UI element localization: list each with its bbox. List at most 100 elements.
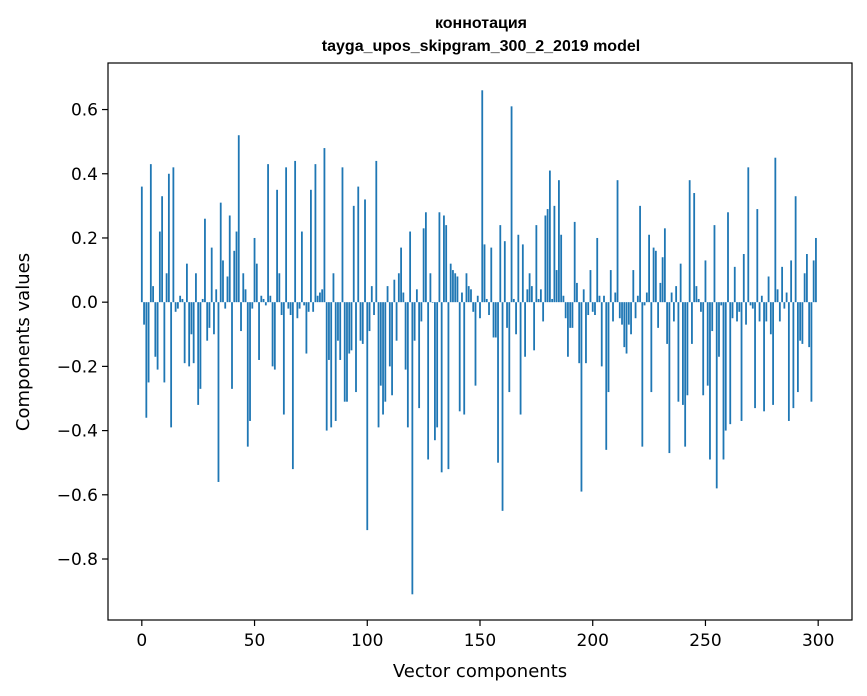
bar-161	[503, 241, 506, 303]
bar-89	[341, 167, 344, 303]
bar-151	[481, 90, 484, 303]
bar-226	[650, 302, 653, 393]
bar-15	[174, 302, 177, 312]
bar-136	[447, 302, 450, 470]
bar-207	[607, 302, 610, 393]
bar-85	[332, 273, 335, 303]
bar-242	[686, 302, 689, 396]
bar-267	[742, 254, 745, 303]
bar-195	[580, 302, 583, 492]
y-tick-label: 0.0	[71, 293, 98, 313]
bar-163	[508, 302, 511, 393]
bar-218	[632, 270, 635, 303]
y-tick-label: 0.6	[71, 101, 98, 121]
bar-146	[470, 289, 472, 303]
bar-117	[404, 302, 407, 370]
bar-255	[715, 302, 718, 489]
bar-137	[449, 263, 452, 303]
bar-11	[165, 273, 168, 303]
bar-142	[461, 292, 463, 303]
bar-80	[321, 289, 324, 303]
bar-27	[201, 298, 204, 303]
bar-115	[400, 247, 402, 303]
bar-192	[573, 221, 576, 303]
bar-103	[373, 302, 375, 316]
bar-61	[278, 273, 281, 303]
bar-43	[237, 135, 240, 303]
bar-220	[636, 295, 639, 303]
bar-114	[397, 273, 400, 303]
bar-73	[305, 302, 308, 354]
bar-107	[382, 302, 384, 415]
bar-200	[591, 302, 594, 312]
bar-111	[391, 302, 393, 396]
bar-113	[395, 302, 398, 341]
bar-56	[267, 164, 269, 303]
bar-128	[429, 273, 432, 303]
x-axis-label: Vector components	[393, 661, 567, 682]
bar-153	[485, 298, 488, 303]
bar-165	[512, 298, 515, 303]
bar-189	[567, 302, 569, 357]
bar-223	[643, 302, 646, 306]
x-tick-label: 150	[464, 631, 496, 651]
bar-90	[343, 302, 346, 402]
x-tick-label: 300	[802, 631, 834, 651]
bar-296	[808, 302, 811, 348]
bar-88	[339, 302, 342, 360]
bar-298	[812, 260, 815, 303]
x-tick-label: 100	[351, 631, 383, 651]
bar-281	[774, 157, 777, 303]
bar-23	[192, 302, 195, 364]
bar-280	[772, 302, 774, 405]
bar-227	[652, 247, 655, 303]
bar-208	[609, 270, 612, 303]
bar-97	[359, 302, 362, 341]
y-axis-ticks: −0.8 −0.6 −0.4 −0.2 0.0 0.2 0.4 0.6	[57, 101, 108, 570]
bar-171	[526, 289, 529, 303]
bar-60	[276, 189, 278, 303]
bar-247	[697, 298, 700, 303]
bar-237	[675, 286, 678, 303]
bar-0	[140, 186, 143, 303]
bar-266	[740, 302, 743, 421]
bar-21	[188, 302, 191, 367]
bar-156	[492, 302, 495, 338]
bar-100	[366, 302, 369, 531]
bar-222	[641, 302, 644, 447]
bar-77	[314, 164, 317, 303]
bar-141	[458, 302, 461, 412]
bar-35	[219, 202, 222, 303]
bar-series	[140, 90, 817, 595]
bar-194	[578, 302, 581, 364]
bar-62	[280, 302, 283, 316]
bar-232	[663, 228, 666, 303]
bar-188	[564, 302, 567, 319]
bar-231	[661, 257, 664, 303]
bar-230	[659, 282, 662, 303]
bar-92	[348, 302, 351, 354]
x-tick-label: 50	[244, 631, 266, 651]
bar-159	[499, 225, 502, 303]
bar-228	[654, 250, 657, 303]
bar-235	[670, 292, 673, 303]
bar-10	[163, 302, 166, 383]
bar-53	[260, 295, 263, 303]
bar-149	[476, 295, 479, 303]
bar-274	[758, 302, 761, 322]
x-tick-label: 0	[136, 631, 147, 651]
bar-110	[388, 302, 391, 367]
bar-96	[357, 186, 360, 303]
bar-169	[521, 244, 524, 303]
bar-203	[598, 295, 601, 303]
bar-17	[179, 295, 182, 303]
bar-214	[623, 302, 626, 348]
bar-197	[585, 302, 587, 364]
plot-frame	[107, 62, 853, 621]
bar-295	[806, 254, 808, 303]
bar-30	[208, 302, 211, 328]
bar-79	[319, 292, 321, 303]
bar-116	[402, 292, 405, 303]
bar-297	[810, 302, 813, 402]
